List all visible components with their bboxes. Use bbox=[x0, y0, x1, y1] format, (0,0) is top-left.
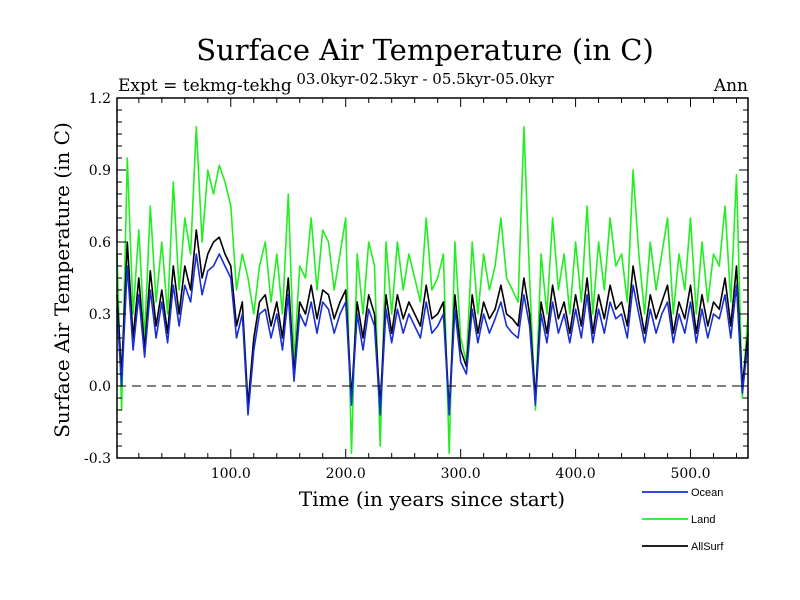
chart-title: Surface Air Temperature (in C) bbox=[196, 33, 654, 67]
season-label: Ann bbox=[713, 76, 748, 96]
axis-ticks: 100.0 200.0 300.0 400.0 500.0 -0.3 0.0 0.3 0.6 0.… bbox=[84, 91, 748, 482]
x-tick-label: 100.0 bbox=[211, 466, 251, 482]
y-tick-label: -0.3 bbox=[84, 451, 111, 467]
y-tick-label: 1.2 bbox=[89, 91, 111, 107]
y-tick-label: 0.0 bbox=[89, 379, 111, 395]
plot-area-frame bbox=[116, 97, 749, 459]
y-tick-label: 0.6 bbox=[89, 235, 111, 251]
expt-label: Expt = tekmg-tekhg bbox=[118, 76, 292, 96]
x-tick-label: 200.0 bbox=[326, 466, 366, 482]
series-line-ocean bbox=[116, 253, 749, 416]
legend-label-land: Land bbox=[691, 514, 715, 526]
series-line-allsurf bbox=[116, 229, 749, 411]
y-tick-label: 0.9 bbox=[89, 163, 111, 179]
x-tick-label: 300.0 bbox=[441, 466, 481, 482]
series-line-land bbox=[116, 126, 749, 455]
legend-label-allsurf: AllSurf bbox=[691, 541, 724, 553]
series-layer bbox=[116, 126, 749, 455]
y-tick-label: 0.3 bbox=[89, 307, 111, 323]
legend-label-ocean: Ocean bbox=[691, 487, 723, 499]
chart-subtitle: 03.0kyr-02.5kyr - 05.5kyr-05.0kyr bbox=[296, 70, 554, 88]
legend: Ocean Land AllSurf bbox=[642, 487, 724, 553]
x-tick-label: 500.0 bbox=[670, 466, 710, 482]
x-tick-label: 400.0 bbox=[556, 466, 596, 482]
x-axis-label: Time (in years since start) bbox=[299, 487, 565, 511]
y-axis-label: Surface Air Temperature (in C) bbox=[50, 122, 74, 438]
